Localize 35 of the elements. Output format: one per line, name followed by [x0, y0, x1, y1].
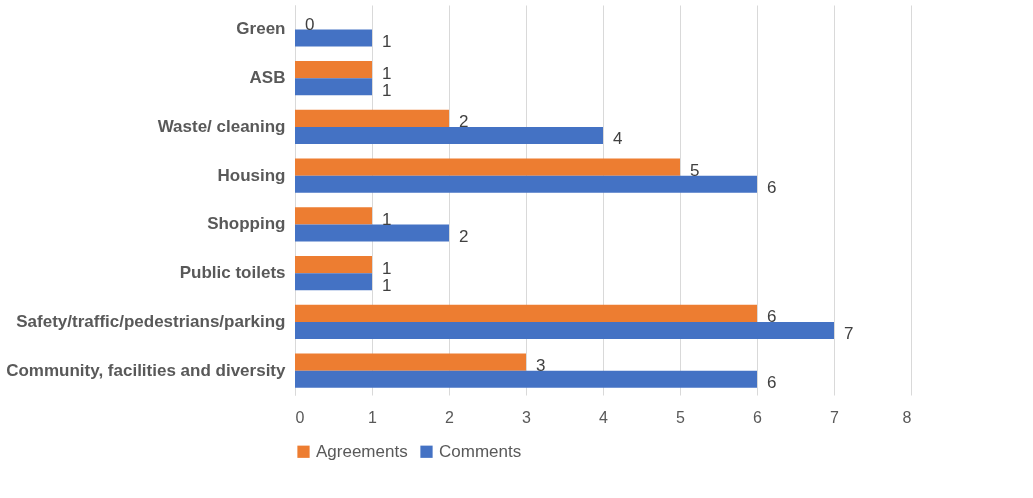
data-label: 2	[459, 226, 469, 246]
x-tick-label: 7	[830, 408, 840, 426]
x-tick-label: 6	[753, 408, 763, 426]
data-label: 7	[844, 324, 854, 344]
y-tick-label: ASB	[249, 68, 286, 88]
data-label: 2	[459, 112, 469, 132]
data-label: 1	[382, 258, 392, 278]
data-label: 6	[767, 373, 777, 393]
y-tick-label: Housing	[217, 165, 286, 185]
y-tick-label: Safety/traffic/pedestrians/parking	[16, 311, 286, 331]
data-label: 1	[382, 31, 392, 51]
x-tick-label: 4	[599, 408, 609, 426]
x-tick-label: 3	[522, 408, 532, 426]
legend-label: Agreements	[316, 441, 408, 461]
data-label: 6	[767, 178, 777, 198]
legend-label: Comments	[439, 441, 522, 461]
data-label: 1	[382, 80, 392, 100]
y-tick-label: Shopping	[207, 214, 286, 234]
data-label: 5	[690, 161, 700, 181]
data-label: 1	[382, 209, 392, 229]
y-tick-label: Waste/ cleaning	[157, 116, 286, 136]
y-tick-label: Green	[236, 19, 286, 39]
data-label: 3	[536, 356, 546, 376]
data-label: 6	[767, 307, 777, 327]
y-tick-label: Public toilets	[179, 263, 286, 283]
data-label: 1	[382, 275, 392, 295]
x-tick-label: 0	[295, 408, 305, 426]
data-label: 4	[613, 129, 623, 149]
x-tick-label: 8	[902, 408, 912, 426]
data-label: 1	[382, 63, 392, 83]
data-label: 0	[305, 14, 315, 34]
x-tick-label: 2	[445, 408, 455, 426]
x-tick-label: 1	[368, 408, 378, 426]
x-tick-label: 5	[676, 408, 686, 426]
y-tick-label: Community, facilities and diversity	[6, 360, 287, 380]
